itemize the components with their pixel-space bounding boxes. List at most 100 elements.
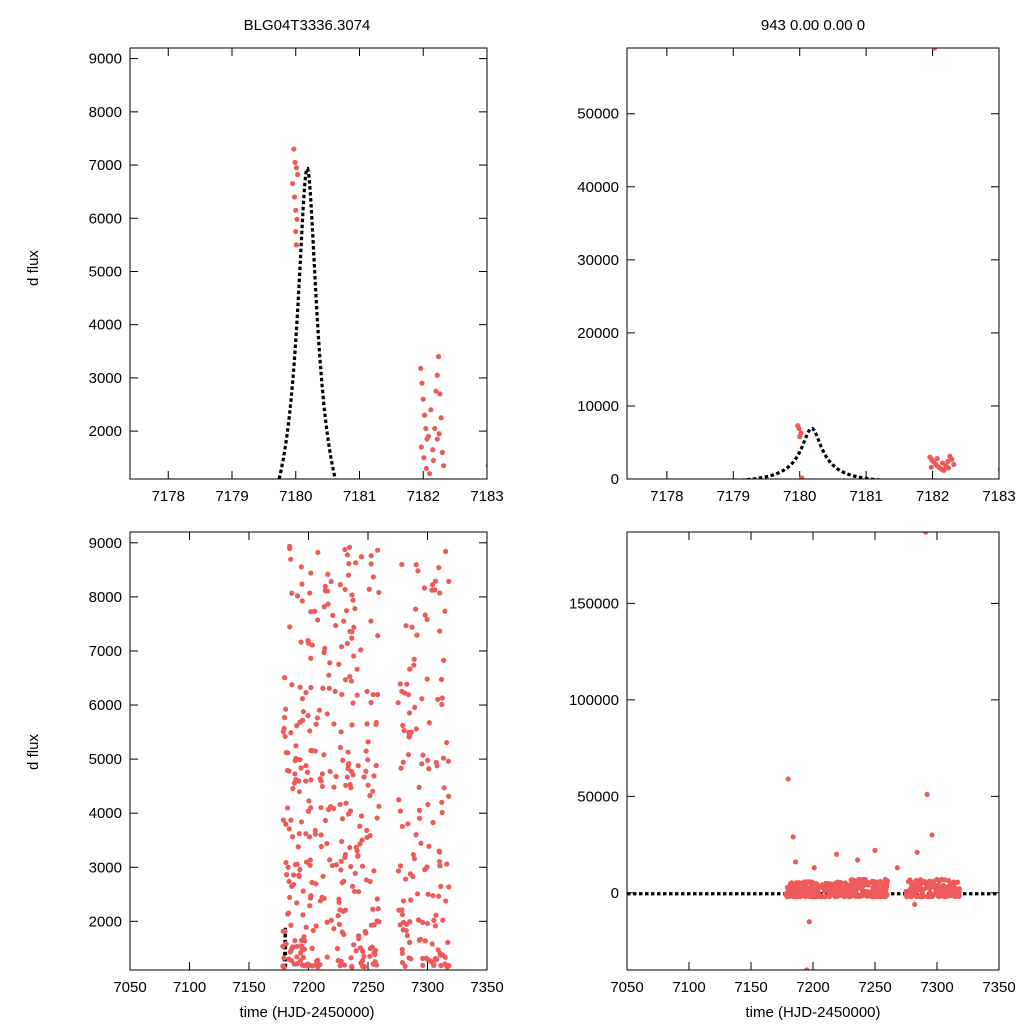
data-point [313, 958, 320, 964]
data-point [308, 805, 314, 811]
y-tick-label: 2000 [89, 913, 122, 930]
x-tick-label: 7181 [343, 488, 376, 505]
data-point [999, 470, 1004, 475]
y-tick-label: 5000 [89, 263, 122, 280]
data-point [300, 708, 307, 715]
data-point [292, 861, 299, 868]
data-point [945, 465, 952, 471]
data-point [376, 589, 382, 596]
data-point [793, 859, 799, 865]
data-point [294, 593, 301, 599]
panel-top-left: 7178 7179 7180 7181 7182 7183 2000 3000 4000 5000… [89, 47, 504, 505]
data-point [951, 887, 957, 893]
data-point [305, 713, 311, 719]
data-point [294, 216, 300, 222]
data-point [795, 882, 801, 888]
data-point [444, 861, 450, 867]
x-tick-label: 7182 [407, 488, 440, 505]
data-point [432, 923, 438, 929]
data-point [312, 827, 318, 834]
data-point [349, 963, 355, 970]
data-point [322, 583, 328, 589]
data-point [292, 159, 298, 166]
data-point [309, 879, 315, 886]
data-point [400, 759, 406, 765]
data-point [283, 859, 289, 866]
data-point [443, 739, 450, 746]
data-point [363, 748, 369, 754]
data-point [415, 568, 421, 574]
data-point [342, 962, 348, 968]
data-point [437, 863, 443, 869]
data-point [368, 699, 374, 706]
x-tick-label: 7180 [783, 488, 816, 505]
data-point [308, 777, 314, 783]
data-point [880, 881, 886, 887]
data-point [426, 766, 432, 772]
data-point [285, 750, 291, 756]
right-xlabel: time (HJD-2450000) [745, 1004, 880, 1021]
data-point [289, 682, 295, 688]
data-point [806, 919, 812, 925]
data-point [436, 893, 442, 899]
data-point [296, 872, 302, 878]
data-point [423, 425, 429, 432]
data-point [440, 917, 446, 923]
data-point [410, 851, 416, 858]
data-point [833, 851, 840, 857]
data-point [344, 640, 351, 647]
data-point [320, 685, 326, 691]
data-point [301, 946, 308, 952]
x-tick-label: 7183 [470, 488, 503, 505]
data-point [351, 942, 357, 948]
data-point [303, 778, 309, 784]
data-point [291, 146, 297, 152]
data-point [400, 919, 407, 926]
data-point [320, 873, 326, 879]
data-point [318, 843, 324, 850]
data-point [337, 744, 344, 751]
data-point [849, 877, 855, 883]
data-point [348, 678, 355, 684]
data-point [373, 762, 379, 769]
data-point [366, 586, 372, 592]
data-point [354, 848, 360, 854]
x-tick-label: 7182 [916, 488, 949, 505]
data-point [408, 897, 414, 903]
data-point [289, 181, 296, 187]
data-point [338, 867, 344, 873]
data-point [399, 561, 405, 568]
data-point [412, 606, 419, 612]
data-point [934, 888, 940, 894]
data-point [425, 433, 431, 440]
data-point [433, 955, 439, 962]
data-point [286, 826, 292, 832]
data-point [285, 864, 291, 870]
data-point [924, 791, 930, 798]
data-point [331, 721, 337, 727]
data-point [430, 819, 436, 826]
data-point [913, 877, 919, 884]
data-point [872, 847, 878, 853]
data-point [299, 598, 305, 604]
data-point [416, 815, 423, 821]
data-point [875, 886, 881, 892]
data-point [370, 574, 376, 580]
data-point [798, 893, 804, 899]
data-point [306, 798, 312, 804]
x-tick-label: 7250 [858, 979, 891, 996]
data-point [426, 720, 432, 726]
data-point [332, 688, 338, 695]
data-point [299, 581, 305, 587]
data-point [882, 887, 888, 894]
data-point [839, 884, 845, 890]
data-point [923, 885, 929, 891]
data-point [330, 612, 336, 619]
data-point [409, 624, 415, 630]
data-point [355, 763, 361, 769]
data-point [913, 886, 919, 892]
data-point [376, 803, 382, 809]
data-point [402, 876, 409, 882]
data-point [796, 425, 802, 432]
data-point [446, 962, 452, 969]
